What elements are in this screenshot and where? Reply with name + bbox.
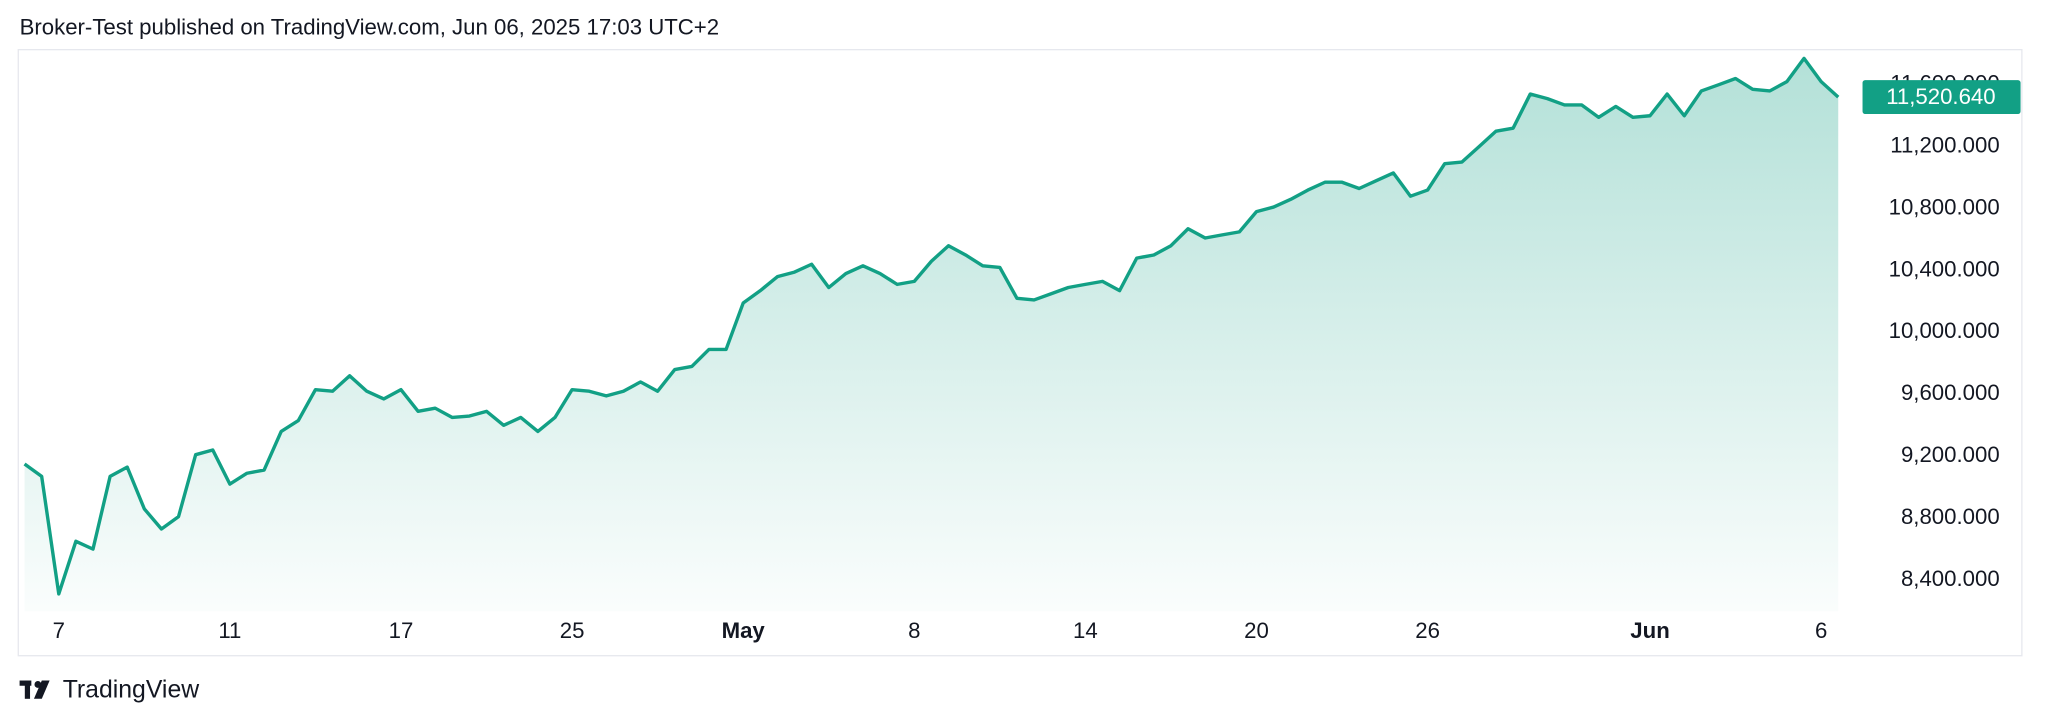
y-tick-label: 11,200.000 — [1890, 133, 1999, 158]
x-tick-label: 17 — [389, 618, 414, 643]
x-tick-label: May — [722, 618, 766, 643]
y-tick-label: 9,200.000 — [1901, 442, 2000, 467]
x-tick-label: 14 — [1073, 618, 1098, 643]
y-tick-label: 8,400.000 — [1901, 566, 2000, 591]
y-tick-label: 10,400.000 — [1889, 256, 2000, 281]
y-tick-label: 9,600.000 — [1901, 380, 2000, 405]
y-tick-label: 8,800.000 — [1901, 504, 2000, 529]
x-tick-label: 7 — [53, 618, 65, 643]
logo — [19, 680, 50, 699]
price-line — [23, 56, 1840, 596]
chart-frame — [17, 49, 2023, 657]
footer-brand: TradingView — [63, 677, 200, 704]
x-tick-label: 8 — [908, 618, 920, 643]
last-price-badge — [1862, 80, 2021, 115]
x-tick-label: 11 — [218, 618, 241, 643]
y-tick-label: 10,800.000 — [1889, 194, 2000, 219]
x-tick-label: 6 — [1815, 618, 1827, 643]
x-tick-label: 25 — [560, 618, 585, 643]
area-fill — [24, 58, 1839, 612]
y-tick-label: 10,000.000 — [1889, 318, 2000, 343]
last-price-label: 11,520.640 — [1886, 84, 1995, 109]
x-tick-label: 20 — [1244, 618, 1269, 643]
header: Broker-Test published on TradingView.com… — [20, 15, 720, 40]
x-tick-label: 26 — [1415, 618, 1440, 643]
x-tick-label: Jun — [1630, 618, 1669, 643]
